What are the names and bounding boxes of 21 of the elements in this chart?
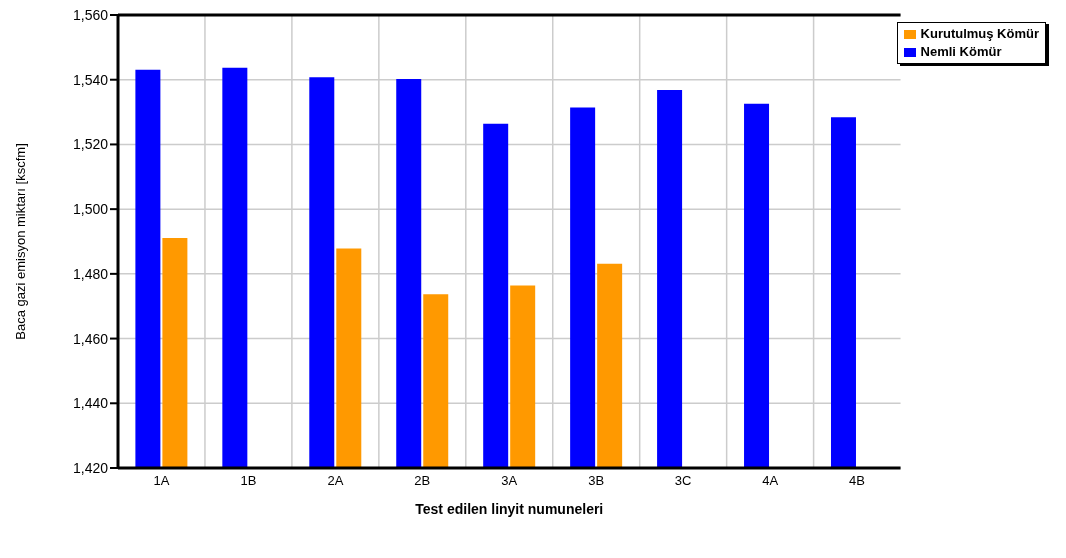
x-tick-label: 2A [327, 473, 344, 489]
y-tick-label: 1,560 [72, 6, 109, 23]
x-tick-label: 2B [414, 473, 431, 489]
legend-label: Nemli Kömür [919, 43, 1003, 61]
y-tick-label: 1,480 [72, 265, 109, 282]
y-tick-label: 1,420 [72, 459, 109, 476]
y-tick-label: 1,520 [72, 136, 109, 153]
x-tick-label: 3B [588, 473, 605, 489]
x-tick-label: 1B [240, 473, 257, 489]
y-tick-label: 1,460 [72, 330, 109, 347]
legend-label: Kurutulmuş Kömür [919, 25, 1039, 43]
x-tick-label: 4B [849, 473, 866, 489]
x-tick-label: 1A [153, 473, 170, 489]
x-tick-label: 3A [501, 473, 518, 489]
x-tick-label: 4A [762, 473, 779, 489]
x-axis-title: Test edilen linyit numuneleri [415, 501, 604, 517]
y-tick-label: 1,440 [72, 395, 109, 412]
x-tick-label: 3C [674, 473, 692, 489]
y-axis-title: Baca gazi emisyon miktarı [kscfm] [12, 143, 28, 340]
y-tick-label: 1,540 [72, 71, 109, 88]
y-tick-label: 1,500 [72, 201, 109, 218]
